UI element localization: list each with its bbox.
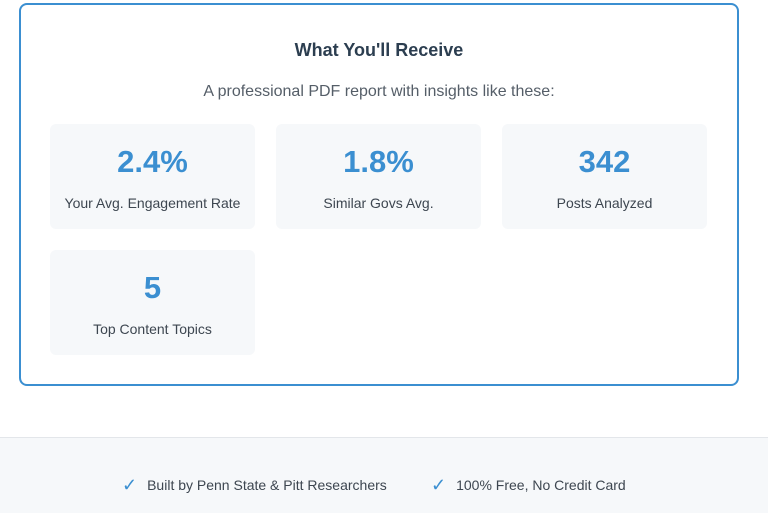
stat-label: Your Avg. Engagement Rate bbox=[64, 195, 241, 211]
check-icon: ✓ bbox=[122, 475, 138, 495]
stat-value: 5 bbox=[143, 270, 162, 305]
stat-label: Posts Analyzed bbox=[556, 195, 653, 211]
stat-card-similar-govs: 1.8% Similar Govs Avg. bbox=[276, 124, 481, 229]
stat-value: 1.8% bbox=[343, 144, 414, 179]
stat-label: Similar Govs Avg. bbox=[323, 195, 434, 211]
trust-footer: ✓ Built by Penn State & Pitt Researchers… bbox=[0, 437, 768, 513]
stat-card-top-topics: 5 Top Content Topics bbox=[50, 250, 255, 355]
receive-subtitle: A professional PDF report with insights … bbox=[203, 83, 555, 100]
trust-badge-free: ✓ 100% Free, No Credit Card bbox=[431, 476, 626, 494]
stat-card-posts-analyzed: 342 Posts Analyzed bbox=[502, 124, 707, 229]
receive-title: What You'll Receive bbox=[294, 40, 464, 60]
stat-label: Top Content Topics bbox=[93, 321, 212, 337]
trust-badge-text: 100% Free, No Credit Card bbox=[456, 477, 626, 493]
stat-card-engagement-rate: 2.4% Your Avg. Engagement Rate bbox=[50, 124, 255, 229]
stat-value: 342 bbox=[578, 144, 631, 179]
trust-badge-text: Built by Penn State & Pitt Researchers bbox=[147, 477, 387, 493]
check-icon: ✓ bbox=[431, 475, 447, 495]
stat-value: 2.4% bbox=[117, 144, 188, 179]
trust-badge-researchers: ✓ Built by Penn State & Pitt Researchers bbox=[122, 476, 387, 494]
receive-card: What You'll Receive A professional PDF r… bbox=[19, 3, 739, 386]
